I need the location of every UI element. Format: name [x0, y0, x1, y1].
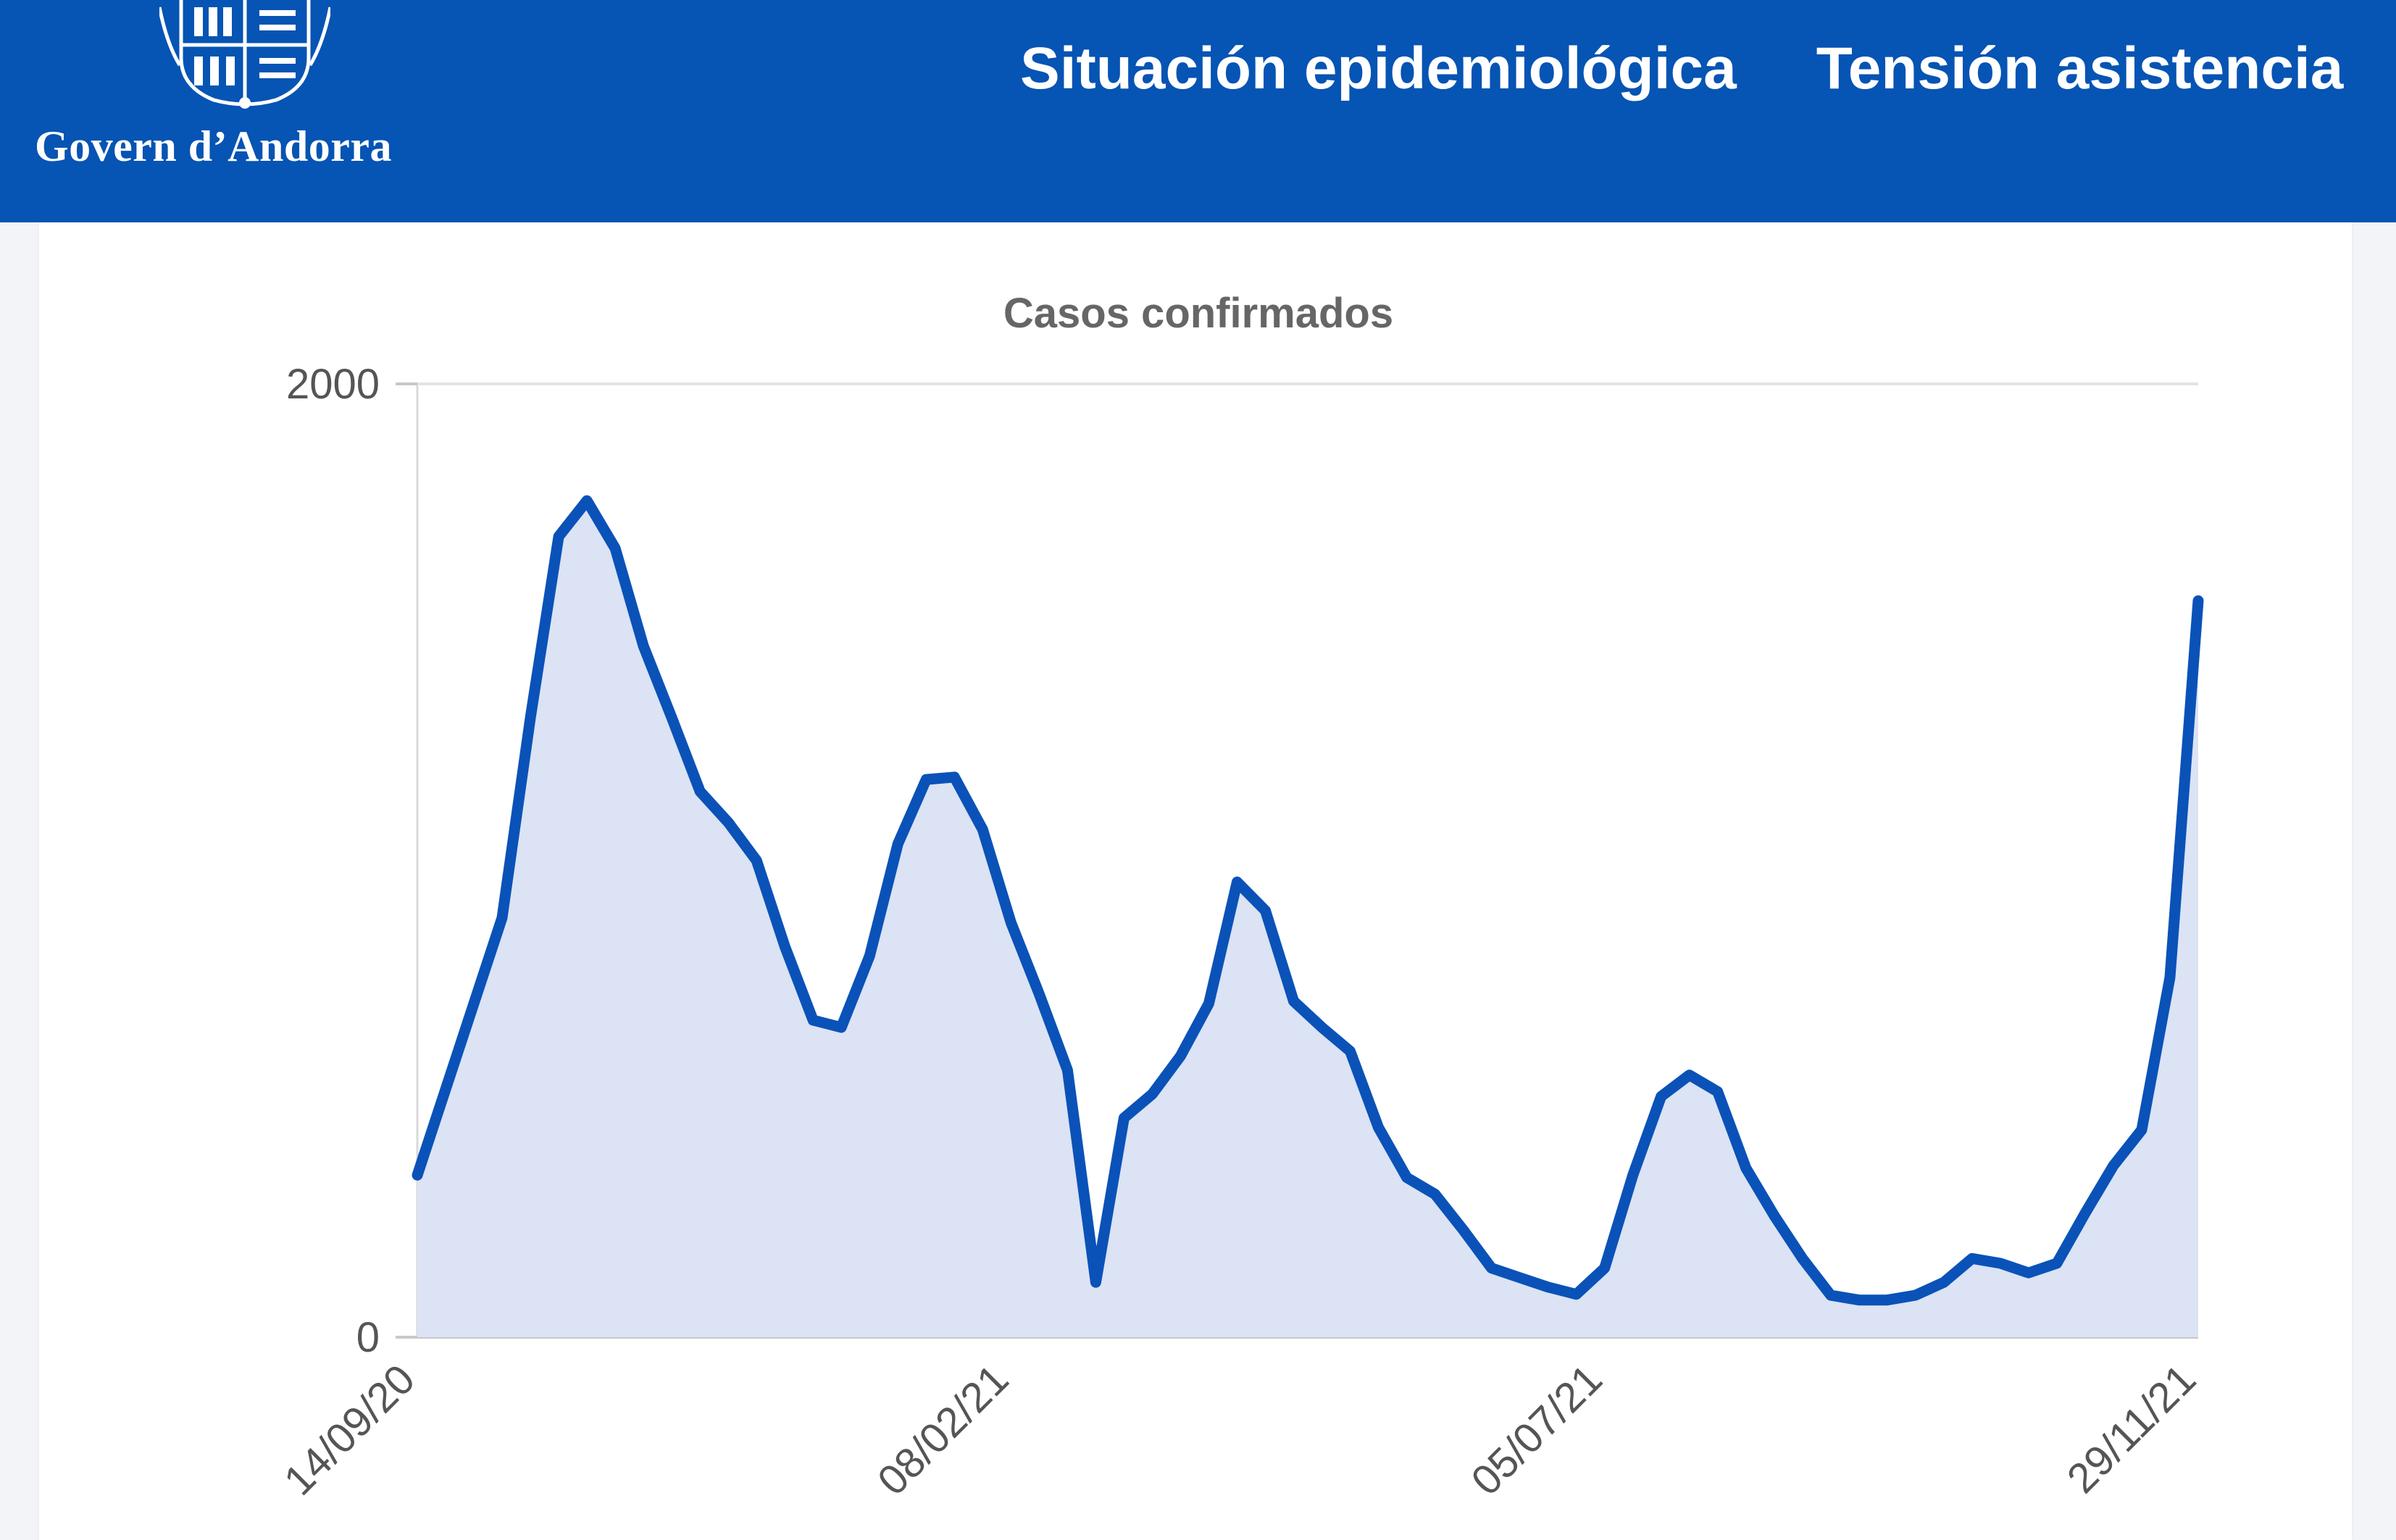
data-point	[751, 855, 762, 866]
series-points	[412, 495, 2203, 1305]
nav-situacion-epidemiologica[interactable]: Situación epidemiológica	[1020, 35, 1737, 101]
nav-tension-asistencial[interactable]: Tensión asistencia	[1816, 35, 2344, 101]
data-point	[2193, 595, 2203, 606]
data-point	[1882, 1294, 1892, 1305]
data-point	[1429, 1189, 1440, 1200]
data-point	[1543, 1281, 1553, 1292]
data-point	[1853, 1294, 1864, 1305]
data-point	[610, 543, 621, 554]
data-point	[1656, 1091, 1666, 1102]
data-point	[1260, 905, 1271, 916]
data-point	[921, 774, 932, 785]
data-point	[864, 950, 875, 961]
data-point	[554, 531, 564, 542]
data-point	[2079, 1208, 2090, 1218]
x-axis-ticks: 14/09/20 08/02/21 05/07/21 29/11/21	[275, 1355, 2205, 1505]
data-point	[780, 941, 790, 952]
data-point	[1401, 1172, 1412, 1183]
andorra-crest-icon	[159, 0, 330, 109]
data-point	[469, 998, 480, 1009]
x-tick-label: 29/11/21	[2058, 1355, 2205, 1502]
data-point	[1599, 1263, 1610, 1273]
header-bar: Govern d’Andorra Situación epidemiológic…	[0, 0, 2396, 222]
data-point	[2108, 1160, 2119, 1171]
data-point	[2136, 1124, 2147, 1135]
data-point	[977, 824, 988, 835]
brand-logo[interactable]: Govern d’Andorra	[35, 0, 441, 203]
data-point	[638, 640, 649, 651]
data-point	[1288, 996, 1299, 1007]
data-point	[1119, 1113, 1130, 1123]
data-point	[1090, 1277, 1101, 1288]
data-point	[1684, 1070, 1695, 1081]
data-point	[1232, 876, 1243, 887]
data-point	[1147, 1089, 1158, 1100]
data-point	[1006, 917, 1017, 928]
series-line	[412, 495, 2204, 1306]
chart-title: Casos confirmados	[1003, 290, 1393, 337]
data-point	[1203, 998, 1214, 1009]
x-tick-label: 14/09/20	[275, 1355, 425, 1505]
data-point	[893, 838, 903, 849]
data-point	[1062, 1065, 1073, 1076]
data-point	[2164, 972, 2175, 983]
series-area	[417, 501, 2198, 1338]
data-point	[1769, 1210, 1779, 1221]
data-point	[1514, 1272, 1525, 1283]
data-point	[412, 1170, 422, 1181]
data-point	[1627, 1170, 1638, 1181]
data-point	[1175, 1050, 1186, 1061]
data-point	[1316, 1022, 1327, 1033]
data-point	[525, 712, 536, 723]
data-point	[1825, 1290, 1836, 1301]
data-point	[441, 1084, 451, 1095]
data-point	[1938, 1277, 1949, 1288]
data-point	[949, 771, 960, 782]
data-point	[723, 817, 734, 828]
y-tick-label: 0	[356, 1314, 380, 1361]
data-point	[2051, 1258, 2062, 1269]
data-point	[1995, 1258, 2005, 1269]
data-point	[667, 712, 677, 723]
data-point	[2023, 1268, 2034, 1279]
data-point	[695, 786, 706, 797]
data-point	[1966, 1253, 1977, 1264]
data-point	[1797, 1253, 1808, 1264]
data-point	[836, 1022, 847, 1033]
data-point	[1458, 1224, 1469, 1235]
y-tick-label: 2000	[286, 361, 380, 408]
data-point	[1373, 1122, 1384, 1133]
data-point	[1486, 1263, 1497, 1273]
data-point	[1571, 1289, 1582, 1300]
data-point	[582, 495, 593, 506]
data-point	[1910, 1290, 1921, 1301]
data-point	[1034, 989, 1045, 1000]
x-tick-label: 08/02/21	[869, 1355, 1018, 1505]
data-point	[1712, 1087, 1723, 1097]
data-point	[497, 912, 508, 923]
main-nav: Situación epidemiológica Tensión asistenc…	[1020, 29, 2396, 109]
y-axis-ticks: 0 2000	[286, 361, 380, 1361]
data-point	[1345, 1046, 1356, 1057]
x-tick-label: 05/07/21	[1462, 1355, 1611, 1505]
data-point	[1740, 1163, 1751, 1173]
data-point	[808, 1015, 819, 1026]
brand-name: Govern d’Andorra	[35, 122, 392, 170]
